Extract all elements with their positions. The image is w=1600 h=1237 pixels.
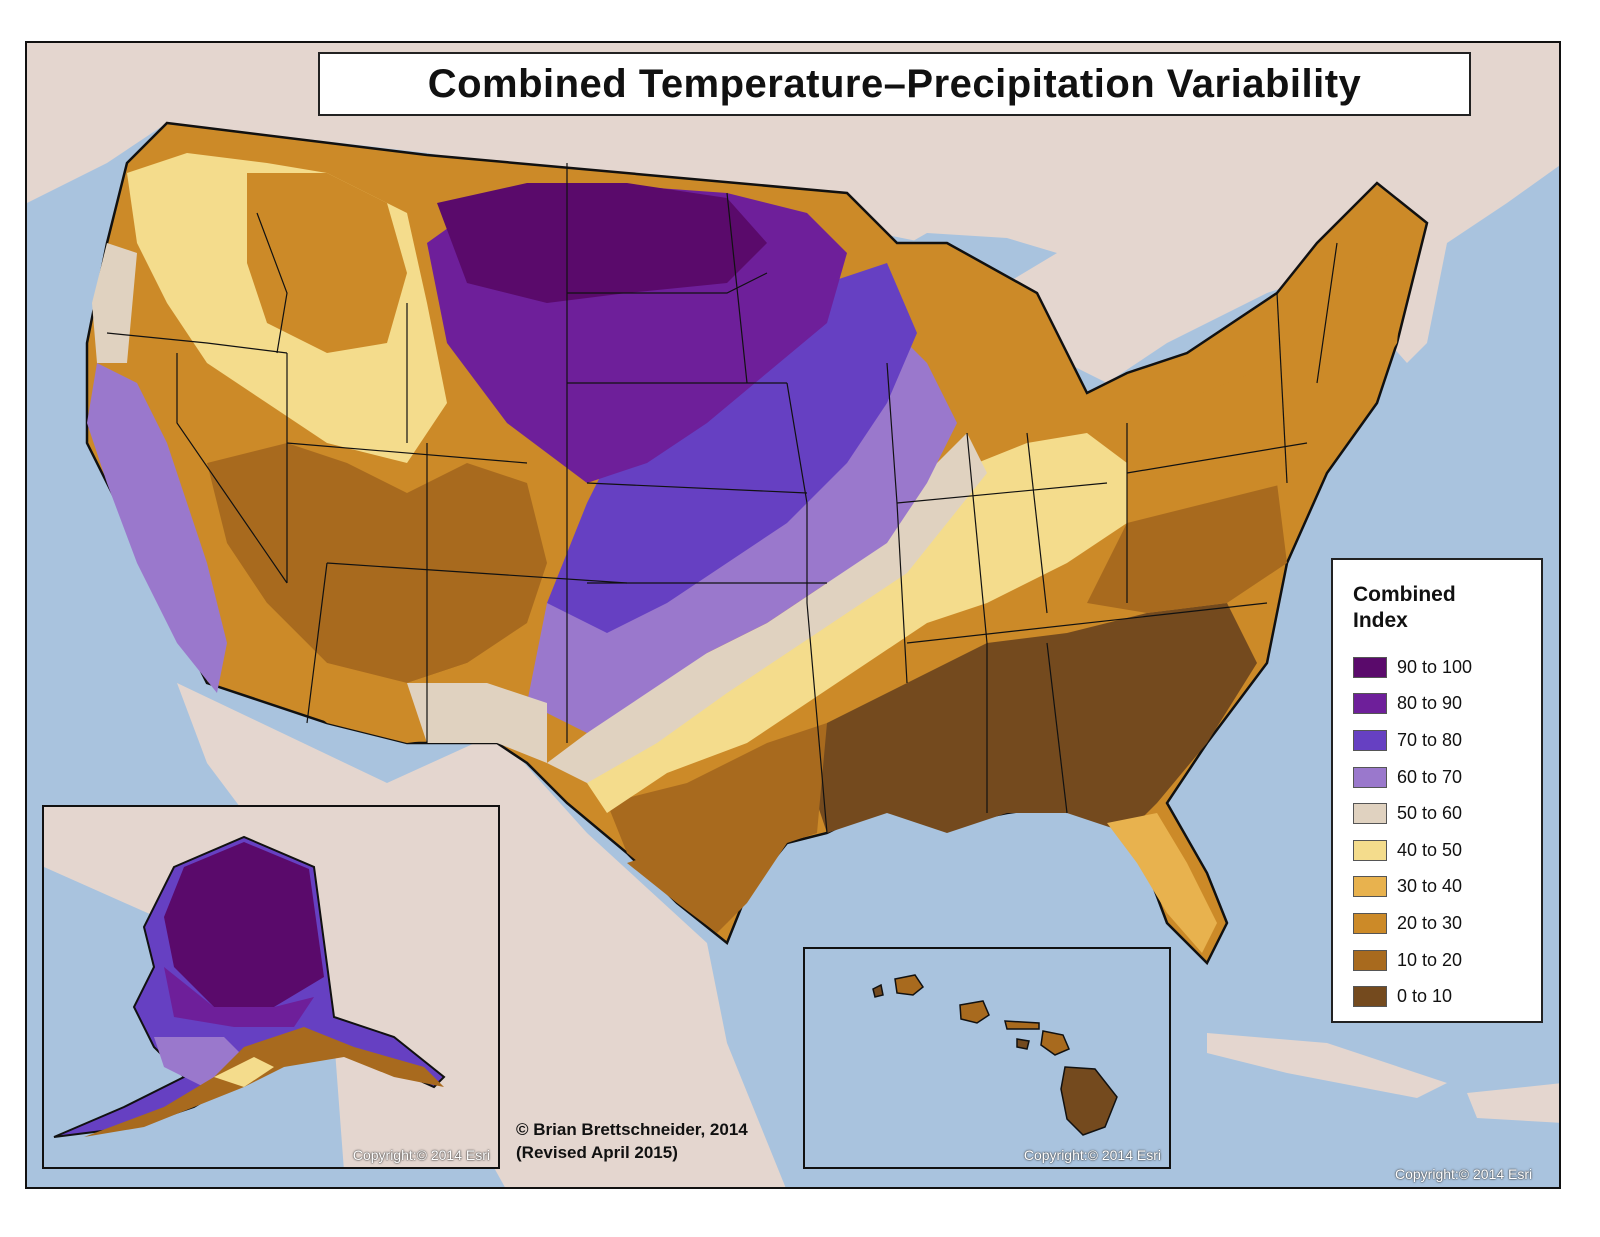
credit-line-1: © Brian Brettschneider, 2014 (516, 1120, 748, 1139)
oahu-island (959, 1000, 990, 1024)
legend-item: 70 to 80 (1353, 722, 1472, 759)
alaska-zone-60-70 (154, 1037, 244, 1087)
hispaniola-land (1467, 1083, 1559, 1123)
zone-10-20-east (1087, 483, 1287, 613)
credit-line-2: (Revised April 2015) (516, 1143, 678, 1162)
main-copyright: Copyright:© 2014 Esri (1395, 1166, 1533, 1182)
zone-30-40-florida (1107, 813, 1217, 953)
legend-swatch (1353, 912, 1387, 934)
alaska-inset: Copyright:© 2014 Esri (42, 805, 500, 1169)
molokai-island (1004, 1020, 1040, 1030)
legend-list: 90 to 100 80 to 90 70 to 80 60 to 70 50 … (1353, 649, 1472, 1015)
zone-20-30-northeast (1127, 243, 1407, 513)
legend-item: 50 to 60 (1353, 795, 1472, 832)
legend-item: 40 to 50 (1353, 832, 1472, 869)
legend: Combined Index 90 to 100 80 to 90 70 to … (1331, 558, 1543, 1023)
cuba-land (1207, 1033, 1447, 1098)
big-island (1060, 1066, 1118, 1136)
lanai-island (1016, 1038, 1030, 1050)
legend-label: 20 to 30 (1397, 912, 1463, 933)
legend-label: 0 to 10 (1397, 986, 1453, 1007)
zone-90-100-core (437, 183, 767, 303)
maui-island (1040, 1030, 1070, 1056)
legend-title-line-1: Combined (1353, 583, 1456, 606)
zone-50-60-coast (92, 243, 137, 363)
alaska-surrounding-land (44, 807, 498, 1167)
legend-item: 20 to 30 (1353, 905, 1472, 942)
alaska-copyright: Copyright:© 2014 Esri (352, 1147, 490, 1163)
alaska-zone-80-90 (164, 967, 314, 1027)
map-frame (25, 41, 1561, 1189)
legend-label: 80 to 90 (1397, 693, 1463, 714)
zone-60-70-california (87, 363, 227, 693)
legend-item: 0 to 10 (1353, 978, 1472, 1015)
hawaii-map (872, 974, 1118, 1136)
title-box: Combined Temperature–Precipitation Varia… (318, 52, 1471, 116)
legend-label: 60 to 70 (1397, 766, 1463, 787)
legend-label: 10 to 20 (1397, 949, 1463, 970)
legend-item: 10 to 20 (1353, 942, 1472, 979)
legend-label: 40 to 50 (1397, 839, 1463, 860)
state-borders (106, 163, 1338, 834)
legend-swatch (1353, 693, 1387, 715)
legend-title: Combined Index (1353, 582, 1456, 634)
legend-swatch (1353, 839, 1387, 861)
main-map (27, 43, 1559, 1187)
hawaii-copyright: Copyright:© 2014 Esri (1023, 1147, 1161, 1163)
legend-title-line-2: Index (1353, 609, 1408, 632)
zone-10-20-texas (627, 843, 787, 933)
legend-item: 60 to 70 (1353, 759, 1472, 796)
zone-70-80-plains (547, 263, 917, 633)
legend-swatch (1353, 803, 1387, 825)
zone-20-30-west-north (247, 173, 407, 353)
legend-label: 90 to 100 (1397, 656, 1473, 677)
legend-label: 70 to 80 (1397, 729, 1463, 750)
legend-item: 90 to 100 (1353, 649, 1472, 686)
alaska-zone-south-coast (84, 1027, 444, 1137)
legend-swatch (1353, 766, 1387, 788)
legend-label: 50 to 60 (1397, 803, 1463, 824)
legend-item: 30 to 40 (1353, 869, 1472, 906)
alaska-zone-90-100 (164, 842, 324, 1007)
hawaii-inset: Copyright:© 2014 Esri (803, 947, 1171, 1169)
legend-label: 30 to 40 (1397, 876, 1463, 897)
legend-swatch (1353, 729, 1387, 751)
zone-40-50-band (587, 433, 1127, 813)
alaska-zone-40-50 (214, 1057, 274, 1087)
zone-10-20-southwest (207, 443, 547, 683)
legend-swatch (1353, 949, 1387, 971)
legend-swatch (1353, 876, 1387, 898)
map-title: Combined Temperature–Precipitation Varia… (427, 61, 1362, 106)
alaska-map (44, 807, 498, 1167)
zone-50-60-band (547, 433, 987, 783)
zone-0-10-southeast (807, 603, 1257, 833)
niihau-island (872, 983, 884, 998)
author-credit: © Brian Brettschneider, 2014 (Revised Ap… (516, 1118, 748, 1164)
kauai-island (894, 974, 925, 996)
legend-swatch (1353, 656, 1387, 678)
legend-swatch (1353, 986, 1387, 1008)
legend-item: 80 to 90 (1353, 686, 1472, 723)
zone-50-60-new-mexico (407, 683, 547, 763)
